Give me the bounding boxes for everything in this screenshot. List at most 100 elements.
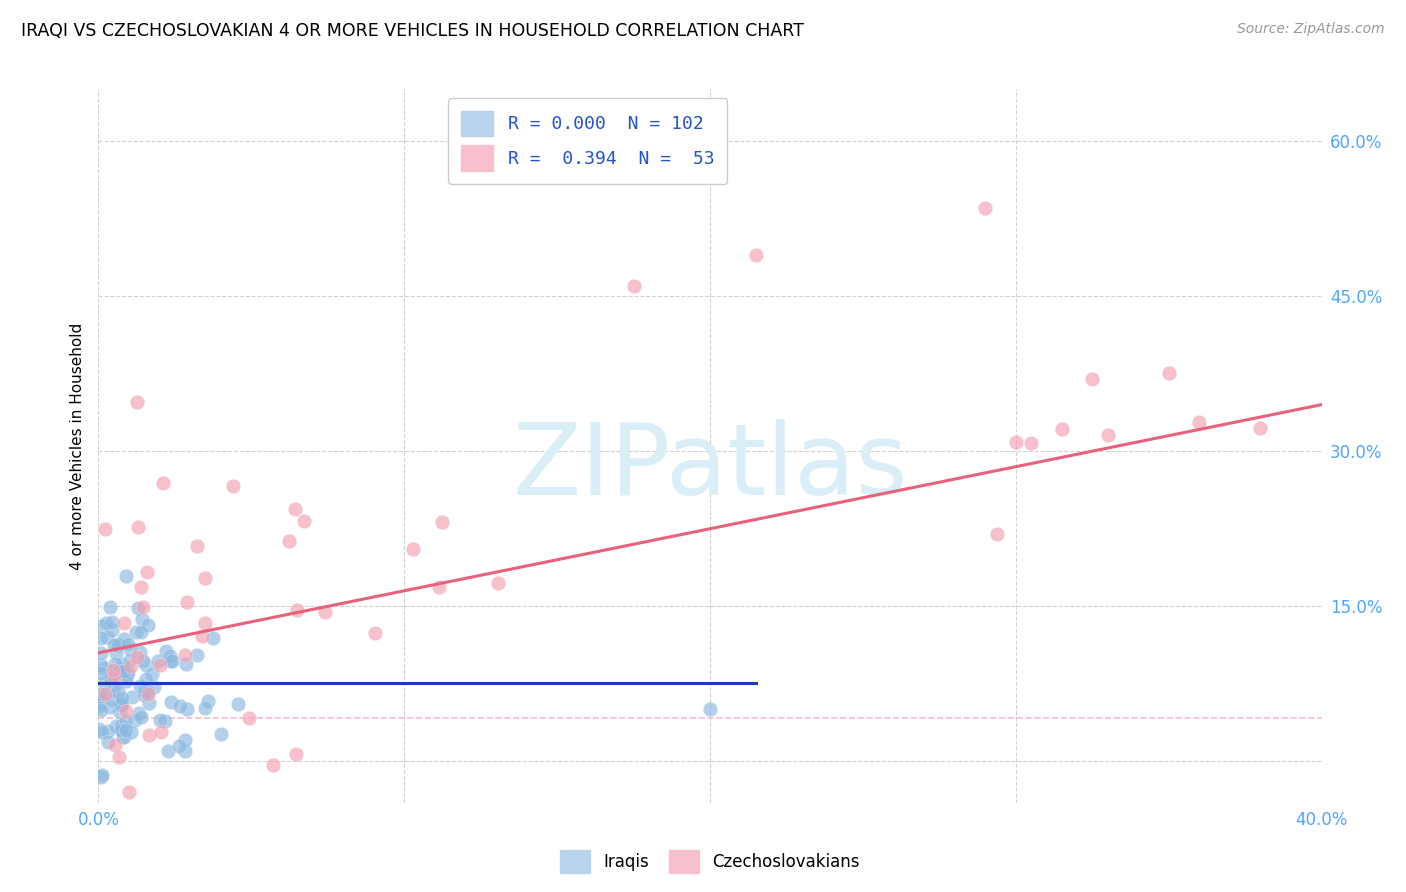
Point — [136, 685, 159, 699]
Point — [91, 768, 114, 782]
Point — [1004, 434, 1026, 449]
Point — [238, 711, 260, 725]
Point — [100, 673, 122, 688]
Point — [90, 696, 112, 710]
Point — [1157, 367, 1180, 381]
Point — [107, 640, 129, 654]
Point — [107, 664, 129, 678]
Point — [132, 689, 155, 703]
Point — [112, 616, 135, 631]
Point — [105, 719, 128, 733]
Point — [108, 637, 131, 651]
Point — [173, 648, 195, 662]
Point — [427, 580, 450, 594]
Point — [93, 675, 115, 690]
Point — [221, 479, 243, 493]
Point — [90, 703, 112, 717]
Point — [292, 514, 315, 528]
Point — [103, 682, 125, 697]
Point — [285, 603, 308, 617]
Point — [107, 683, 129, 698]
Point — [138, 728, 160, 742]
Point — [91, 725, 114, 739]
Point — [278, 533, 301, 548]
Point — [114, 674, 136, 689]
Point — [364, 625, 387, 640]
Point — [89, 691, 111, 706]
Point — [110, 698, 132, 712]
Point — [153, 714, 176, 729]
Point — [104, 738, 127, 752]
Point — [89, 722, 111, 736]
Point — [110, 717, 132, 731]
Point — [169, 698, 191, 713]
Point — [128, 680, 150, 694]
Point — [120, 725, 142, 739]
Point — [134, 684, 156, 698]
Point — [152, 476, 174, 491]
Point — [117, 665, 139, 679]
Point — [132, 599, 155, 614]
Point — [176, 595, 198, 609]
Point — [974, 201, 997, 215]
Point — [1019, 435, 1042, 450]
Point — [110, 697, 132, 711]
Point — [110, 661, 132, 675]
Point — [117, 637, 139, 651]
Text: Source: ZipAtlas.com: Source: ZipAtlas.com — [1237, 22, 1385, 37]
Point — [136, 565, 159, 579]
Point — [114, 714, 136, 728]
Point — [194, 571, 217, 585]
Point — [623, 278, 645, 293]
Point — [103, 639, 125, 653]
Point — [135, 672, 157, 686]
Point — [94, 615, 117, 630]
Point — [129, 580, 152, 594]
Point — [176, 702, 198, 716]
Point — [111, 690, 134, 705]
Text: ZIPatlas: ZIPatlas — [512, 419, 908, 516]
Point — [112, 730, 135, 744]
Point — [138, 696, 160, 710]
Point — [90, 770, 112, 784]
Point — [120, 659, 142, 673]
Point — [699, 702, 721, 716]
Point — [101, 615, 124, 629]
Point — [98, 700, 121, 714]
Point — [129, 710, 152, 724]
Point — [114, 569, 136, 583]
Point — [90, 631, 112, 645]
Point — [112, 731, 135, 745]
Point — [155, 643, 177, 657]
Point — [138, 687, 160, 701]
Point — [103, 670, 125, 684]
Point — [90, 619, 112, 633]
Point — [149, 724, 172, 739]
Point — [98, 600, 121, 615]
Point — [141, 667, 163, 681]
Point — [228, 698, 250, 712]
Point — [149, 713, 172, 727]
Point — [314, 605, 336, 619]
Point — [111, 657, 134, 671]
Point — [97, 723, 120, 738]
Point — [209, 727, 232, 741]
Point — [115, 723, 138, 738]
Point — [160, 654, 183, 668]
Point — [159, 649, 181, 664]
Point — [176, 657, 198, 671]
Point — [167, 739, 190, 753]
Point — [1097, 428, 1119, 442]
Point — [402, 542, 425, 557]
Point — [118, 785, 141, 799]
Point — [131, 612, 153, 626]
Point — [1050, 422, 1073, 436]
Point — [101, 623, 124, 637]
Point — [1081, 372, 1104, 386]
Legend: R = 0.000  N = 102, R =  0.394  N =  53: R = 0.000 N = 102, R = 0.394 N = 53 — [449, 98, 727, 184]
Point — [118, 641, 141, 656]
Point — [124, 713, 146, 727]
Point — [112, 632, 135, 646]
Point — [118, 653, 141, 667]
Point — [127, 519, 149, 533]
